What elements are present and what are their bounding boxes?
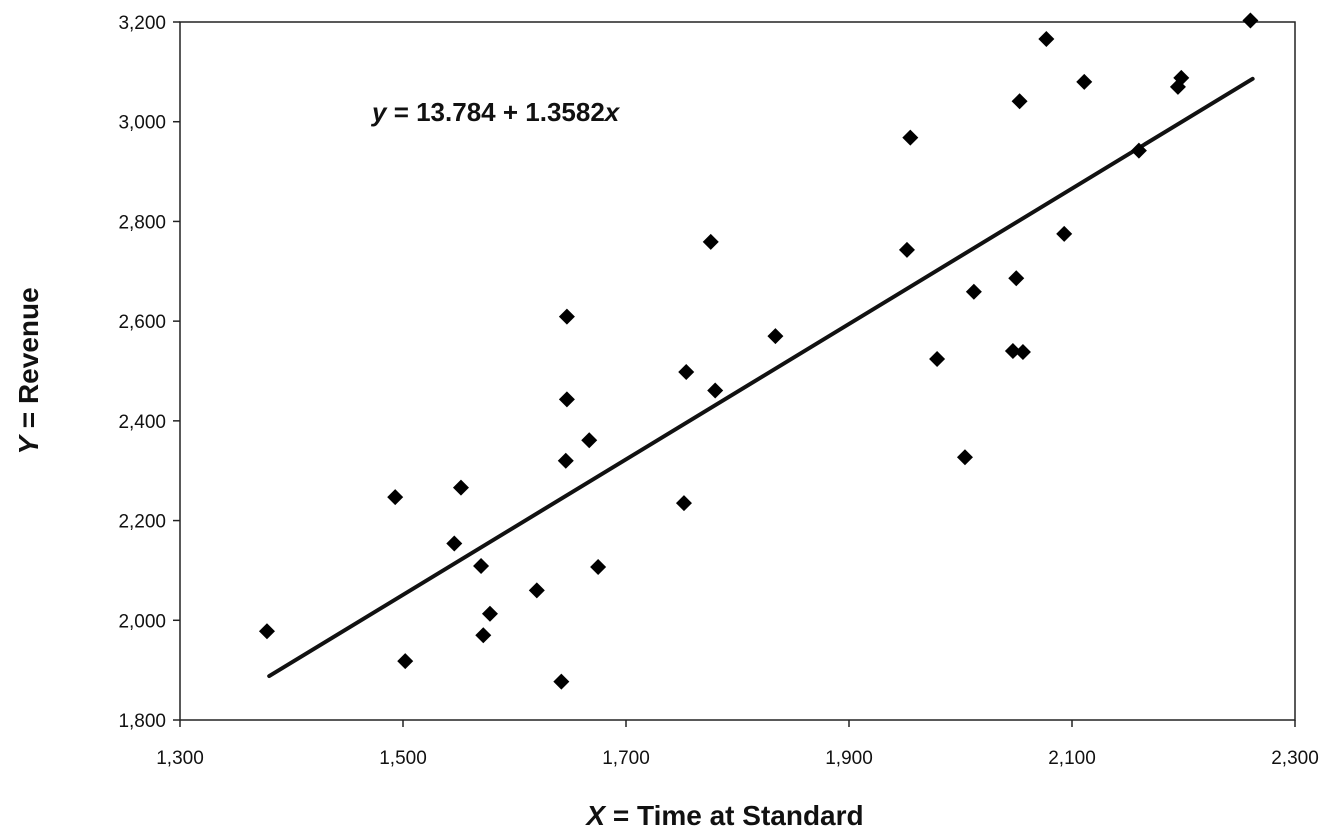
data-point-marker	[1130, 142, 1147, 159]
x-axis-title: X = Time at Standard	[584, 800, 863, 831]
y-tick-label: 3,000	[118, 113, 166, 134]
data-point-marker	[1004, 343, 1021, 360]
data-point-marker	[1076, 73, 1093, 90]
x-tick-label: 1,500	[379, 748, 427, 769]
equation-rhs-var: x	[603, 97, 621, 127]
data-point-marker	[929, 351, 946, 368]
y-axis-title: Y = Revenue	[13, 287, 44, 454]
data-point-marker	[581, 432, 598, 449]
data-point-marker	[1173, 69, 1190, 86]
data-point-marker	[558, 391, 575, 408]
data-point-marker	[767, 328, 784, 345]
data-point-marker	[475, 627, 492, 644]
x-tick-label: 1,700	[602, 748, 650, 769]
data-point-marker	[702, 233, 719, 250]
x-axis-eq: =	[613, 800, 629, 831]
data-point-marker	[898, 241, 915, 258]
data-point-marker	[902, 129, 919, 146]
data-point-marker	[481, 605, 498, 622]
equation-body: = 13.784 + 1.3582	[386, 97, 604, 127]
data-point-marker	[446, 535, 463, 552]
regression-line	[267, 76, 1255, 679]
data-point-marker	[1056, 225, 1073, 242]
data-point-marker	[965, 283, 982, 300]
y-tick-label: 2,400	[118, 412, 166, 433]
x-tick-label: 1,900	[825, 748, 873, 769]
x-axis: 1,300 1,500 1,700 1,900 2,100 2,300	[156, 720, 1319, 769]
y-tick-label: 2,800	[118, 212, 166, 233]
data-point-marker	[258, 623, 275, 640]
y-tick-label: 3,200	[118, 13, 166, 34]
data-point-marker	[473, 557, 490, 574]
data-point-marker	[590, 558, 607, 575]
data-point-marker	[1008, 270, 1025, 287]
x-tick-label: 2,300	[1271, 748, 1319, 769]
data-point-marker	[1014, 344, 1031, 361]
y-tick-label: 2,200	[118, 512, 166, 533]
y-axis-var: Y	[13, 434, 44, 455]
data-point-marker	[707, 382, 724, 399]
trendline-equation: y = 13.784 + 1.3582x	[370, 97, 621, 127]
data-point-marker	[675, 495, 692, 512]
plot-area-frame	[179, 21, 1296, 721]
y-tick-label: 1,800	[118, 711, 166, 732]
data-point-marker	[1038, 30, 1055, 47]
data-point-marker	[956, 449, 973, 466]
y-axis-eq: =	[13, 412, 44, 428]
equation-lhs-var: y	[370, 97, 388, 127]
data-point-marker	[397, 653, 414, 670]
data-point-marker	[558, 308, 575, 325]
data-point-marker	[387, 489, 404, 506]
data-point-marker	[557, 452, 574, 469]
y-tick-label: 2,600	[118, 312, 166, 333]
x-tick-label: 2,100	[1048, 748, 1096, 769]
data-point-marker	[528, 582, 545, 599]
x-axis-var: X	[584, 800, 607, 831]
data-point-marker	[452, 479, 469, 496]
y-axis-label: Revenue	[13, 287, 44, 404]
data-point-marker	[678, 363, 695, 380]
x-tick-label: 1,300	[156, 748, 204, 769]
data-point-marker	[1242, 12, 1259, 29]
data-point-marker	[553, 673, 570, 690]
y-tick-label: 2,000	[118, 611, 166, 632]
y-axis: 1,800 2,000 2,200 2,400 2,600 2,800 3,000 3,200	[118, 13, 180, 732]
x-axis-label: Time at Standard	[637, 800, 864, 831]
data-point-marker	[1011, 93, 1028, 110]
data-points	[258, 12, 1259, 690]
